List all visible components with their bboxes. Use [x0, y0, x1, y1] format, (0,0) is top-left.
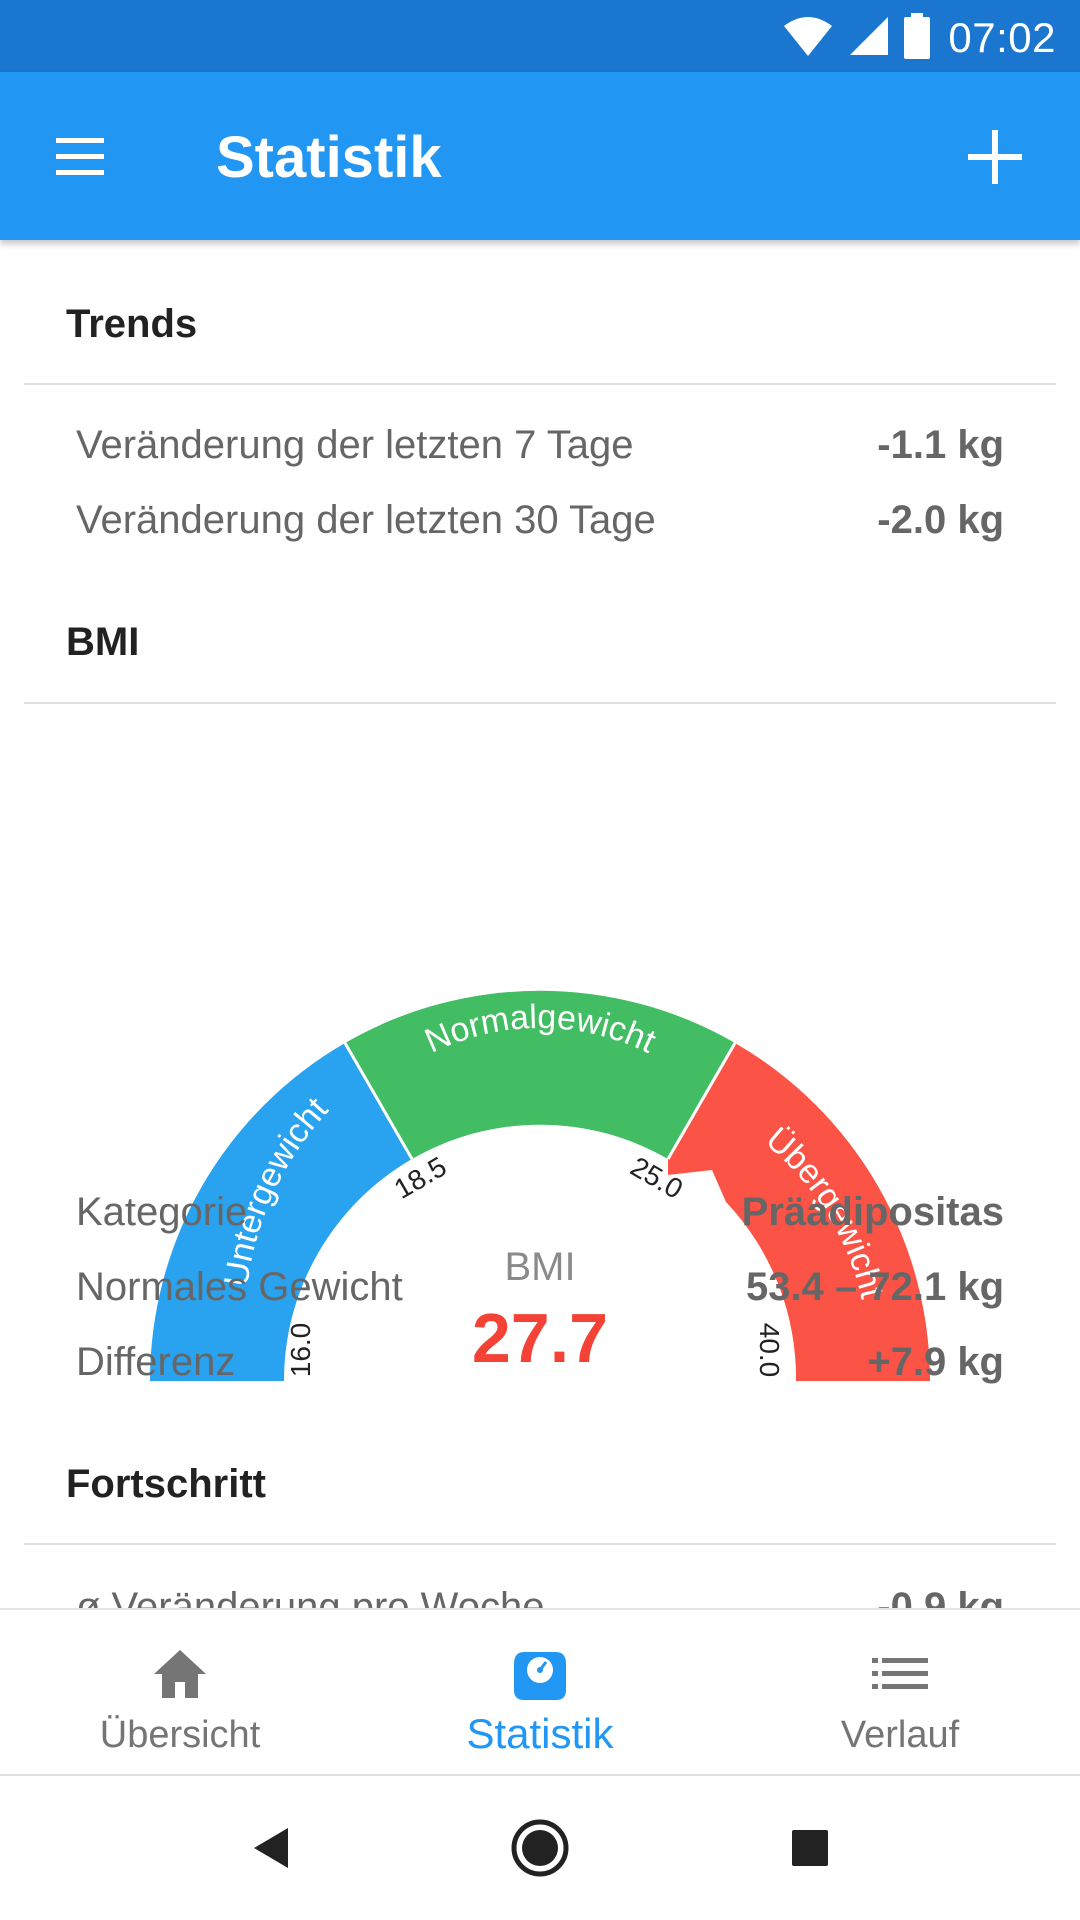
bmi-row-value: +7.9 kg: [867, 1340, 1004, 1384]
scale-icon: [514, 1652, 566, 1700]
bmi-row-value: Präadipositas: [741, 1190, 1004, 1234]
nav-item-history[interactable]: Verlauf: [720, 1610, 1080, 1776]
gauge-separator: [343, 1042, 414, 1160]
trend-value: -1.1 kg: [877, 423, 1004, 467]
bmi-row: Kategorie Präadipositas: [76, 1190, 1004, 1250]
bmi-value: 27.7: [472, 1299, 608, 1377]
divider: [24, 1543, 1056, 1545]
divider: [24, 702, 1056, 704]
nav-label: Übersicht: [99, 1714, 261, 1756]
gauge-tick-label: 40.0: [754, 1323, 785, 1378]
app-bar: Statistik: [0, 72, 1080, 240]
bmi-title: BMI: [66, 620, 140, 664]
progress-row: ø Veränderung pro Woche -0.9 kg: [76, 1585, 1004, 1608]
trend-value: -2.0 kg: [877, 498, 1004, 542]
menu-icon[interactable]: [46, 126, 116, 186]
bmi-row-label: Kategorie: [76, 1190, 248, 1234]
signal-icon: [850, 17, 888, 55]
trends-title: Trends: [66, 302, 198, 346]
trend-label: Veränderung der letzten 30 Tage: [76, 498, 656, 542]
nav-item-overview[interactable]: Übersicht: [0, 1610, 360, 1776]
bmi-row-label: Normales Gewicht: [76, 1265, 403, 1309]
trend-row: Veränderung der letzten 7 Tage -1.1 kg: [76, 423, 1004, 483]
progress-title: Fortschritt: [66, 1462, 266, 1506]
gauge-center-label: BMI: [504, 1245, 575, 1289]
battery-icon: [904, 13, 930, 59]
progress-label: ø Veränderung pro Woche: [76, 1585, 545, 1608]
bmi-gauge: Untergewicht Normalgewicht Übergewicht 1…: [149, 990, 930, 1381]
divider: [24, 383, 1056, 385]
recents-icon[interactable]: [774, 1812, 846, 1884]
status-icons: [782, 12, 930, 60]
gauge-segment-underweight: [149, 1043, 412, 1381]
bmi-row-value: 53.4 – 72.1 kg: [746, 1265, 1004, 1309]
bmi-row: Normales Gewicht 53.4 – 72.1 kg: [76, 1265, 1004, 1325]
wifi-icon: [784, 17, 832, 56]
page-title: Statistik: [216, 125, 442, 190]
nav-label: Statistik: [466, 1710, 614, 1757]
home-button-icon[interactable]: [504, 1812, 576, 1884]
home-icon: [154, 1650, 206, 1698]
system-navigation-bar: [0, 1776, 1080, 1920]
nav-label: Verlauf: [840, 1714, 960, 1756]
nav-item-statistics[interactable]: Statistik: [360, 1610, 720, 1776]
bmi-row: Differenz +7.9 kg: [76, 1340, 1004, 1400]
bmi-row-label: Differenz: [76, 1340, 236, 1384]
progress-value: -0.9 kg: [877, 1585, 1004, 1608]
add-icon[interactable]: [960, 122, 1030, 192]
status-bar: 07:02: [0, 0, 1080, 72]
back-icon[interactable]: [236, 1812, 308, 1884]
trend-label: Veränderung der letzten 7 Tage: [76, 423, 634, 467]
statistics-content[interactable]: Trends Veränderung der letzten 7 Tage -1…: [0, 240, 1080, 1608]
bottom-navigation: Übersicht Statistik Verlauf: [0, 1608, 1080, 1776]
gauge-separator: [666, 1042, 737, 1160]
gauge-segment-overweight: [668, 1043, 930, 1381]
gauge-segment-normal: [345, 990, 735, 1159]
trend-row: Veränderung der letzten 30 Tage -2.0 kg: [76, 498, 1004, 558]
list-icon: [872, 1658, 928, 1689]
status-time: 07:02: [948, 14, 1056, 61]
gauge-tick-label: 16.0: [285, 1323, 316, 1378]
